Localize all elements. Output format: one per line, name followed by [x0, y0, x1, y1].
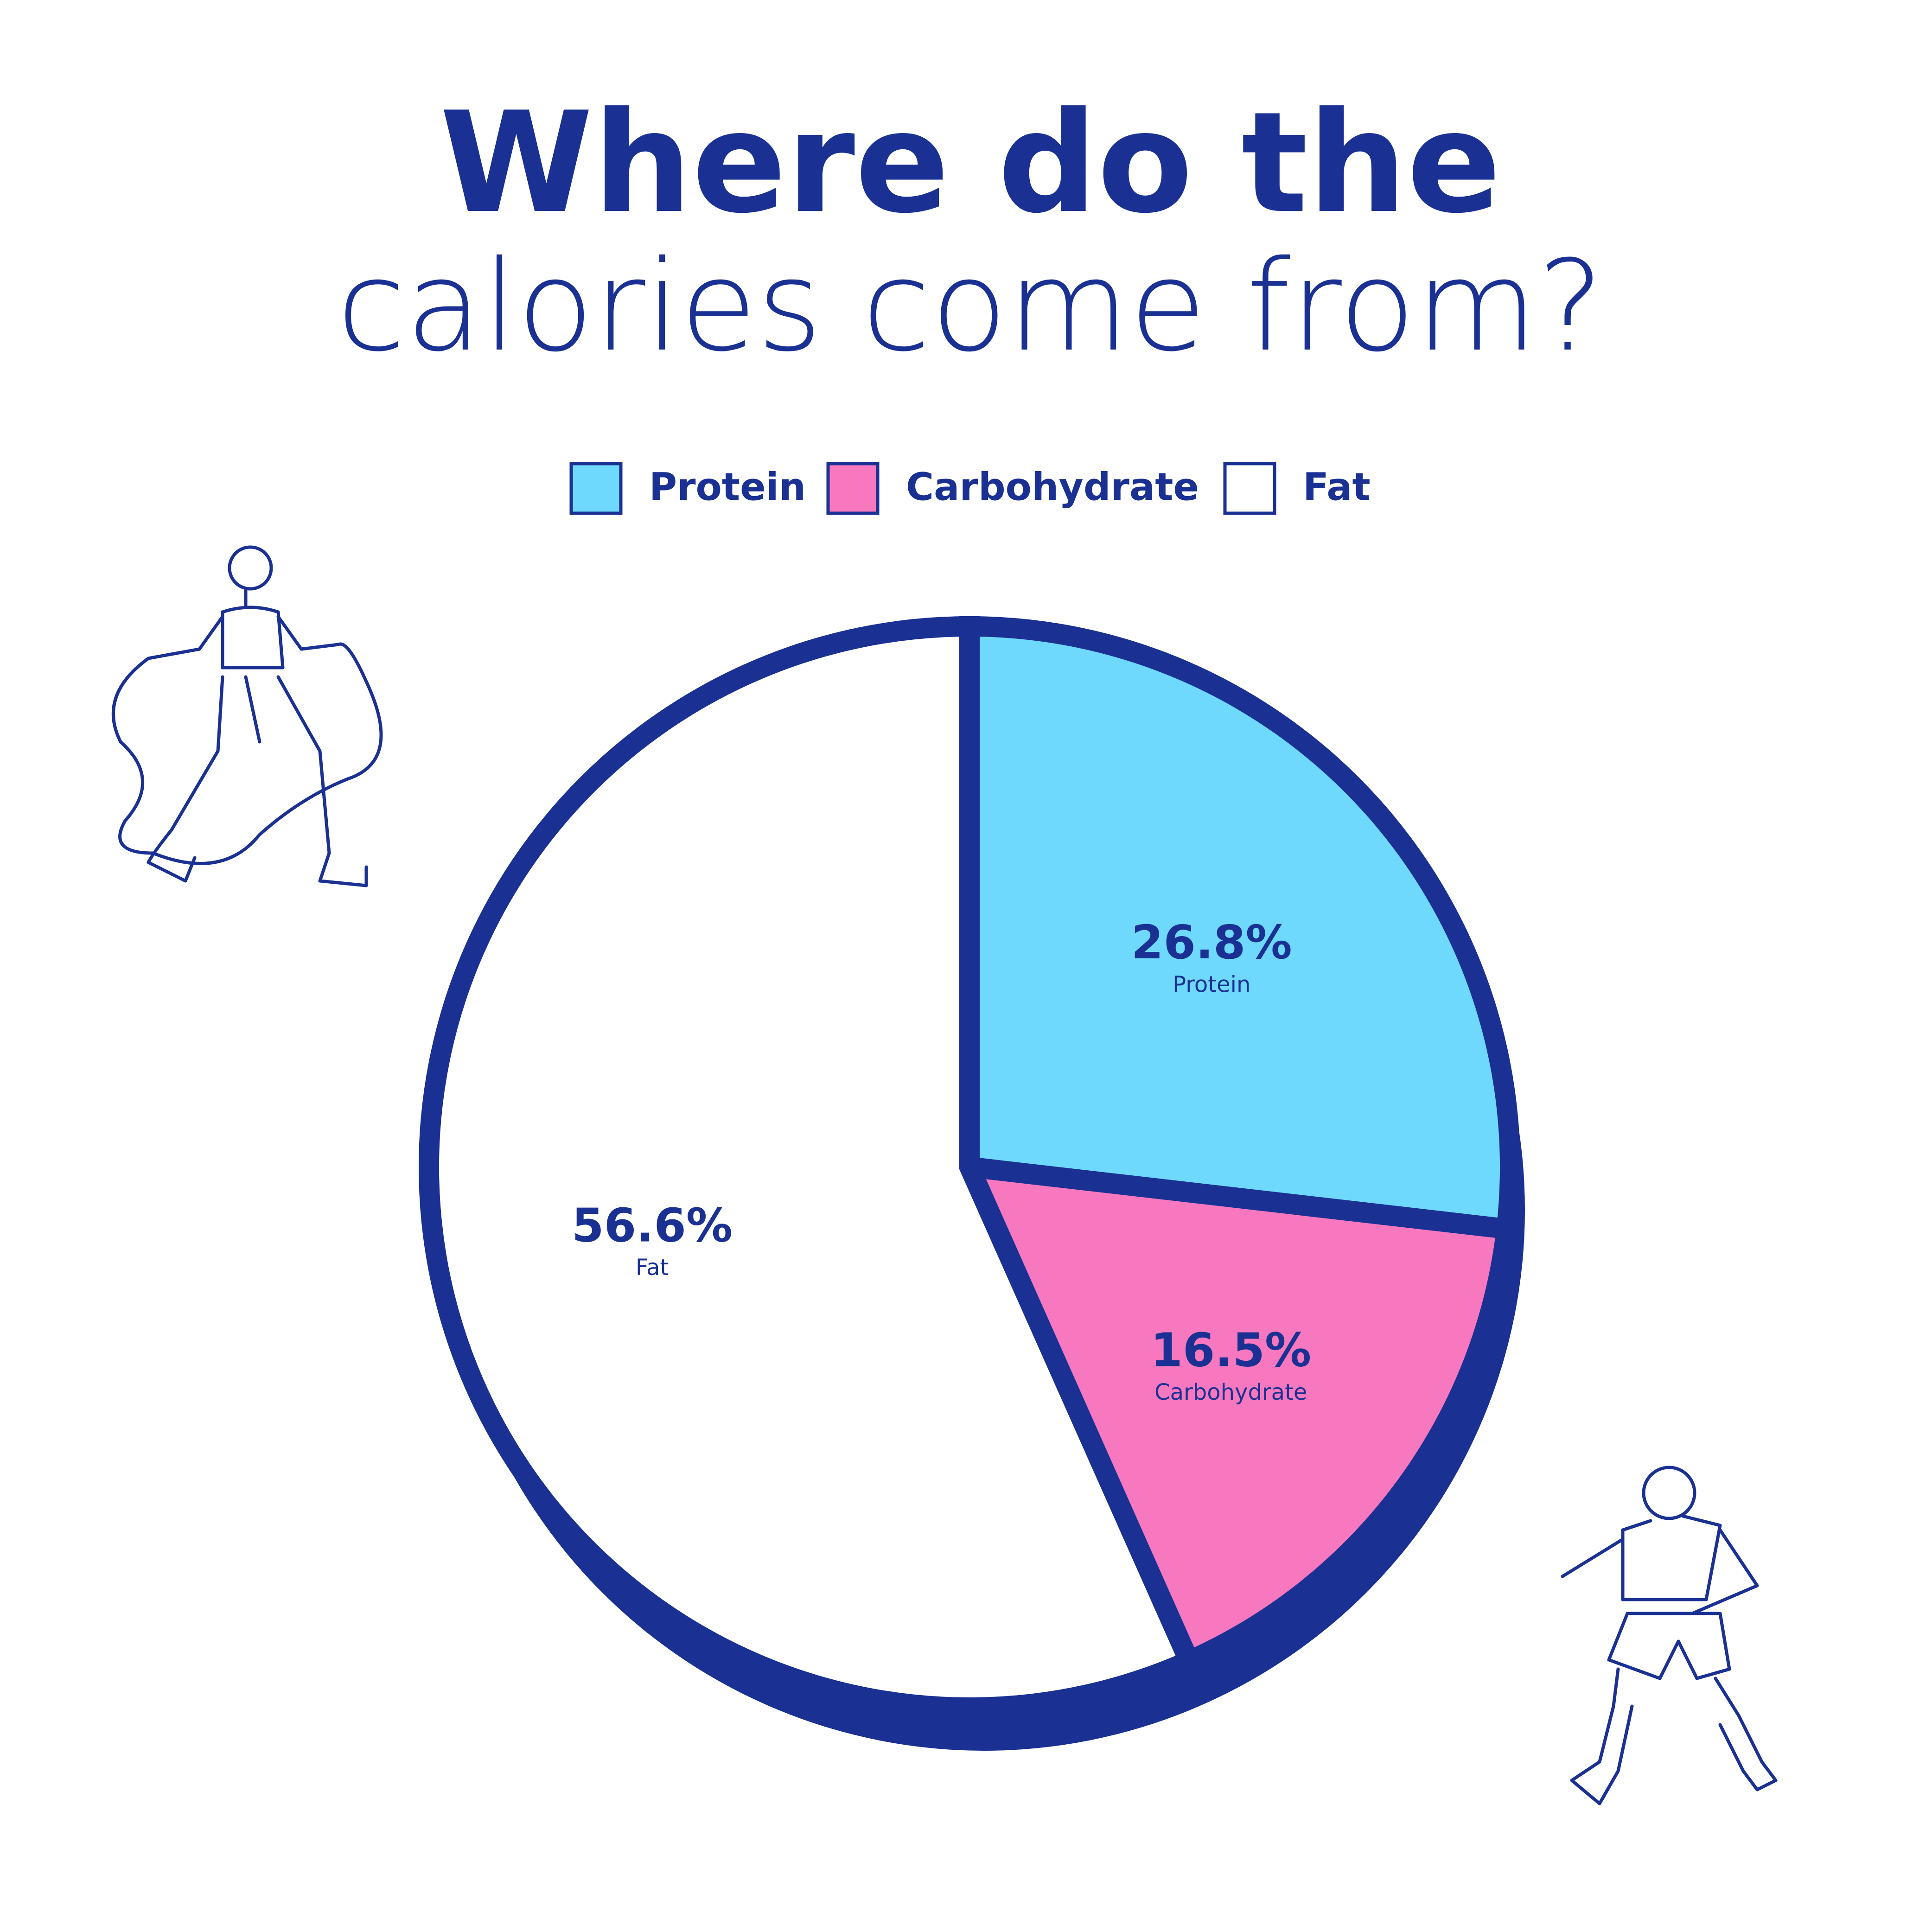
illustration-runner	[1561, 1466, 1778, 1805]
value-label: 26.8%	[1131, 915, 1292, 969]
legend-label: Protein	[649, 465, 806, 509]
legend-swatch	[569, 462, 623, 515]
illustration-jump-rope	[111, 545, 383, 887]
legend-label: Carbohydrate	[906, 465, 1199, 509]
legend-swatch	[1223, 462, 1276, 515]
chart-title: Where do the	[440, 82, 1501, 244]
slice-label: Fat	[636, 1255, 669, 1281]
pie-rim	[427, 625, 1511, 1709]
legend-label: Fat	[1303, 465, 1371, 509]
slice-label: Carbohydrate	[1154, 1379, 1307, 1405]
value-label: 56.6%	[572, 1199, 733, 1253]
pie: 26.8%Protein 16.5%Carbohydrate 56.6%Fat	[419, 616, 1525, 1751]
legend: Protein Carbohydrate Fat	[569, 462, 1371, 515]
slice-label: Protein	[1173, 971, 1250, 997]
value-label: 16.5%	[1150, 1323, 1311, 1377]
chart-title: calories come from?	[337, 233, 1604, 379]
legend-swatch	[826, 462, 880, 515]
